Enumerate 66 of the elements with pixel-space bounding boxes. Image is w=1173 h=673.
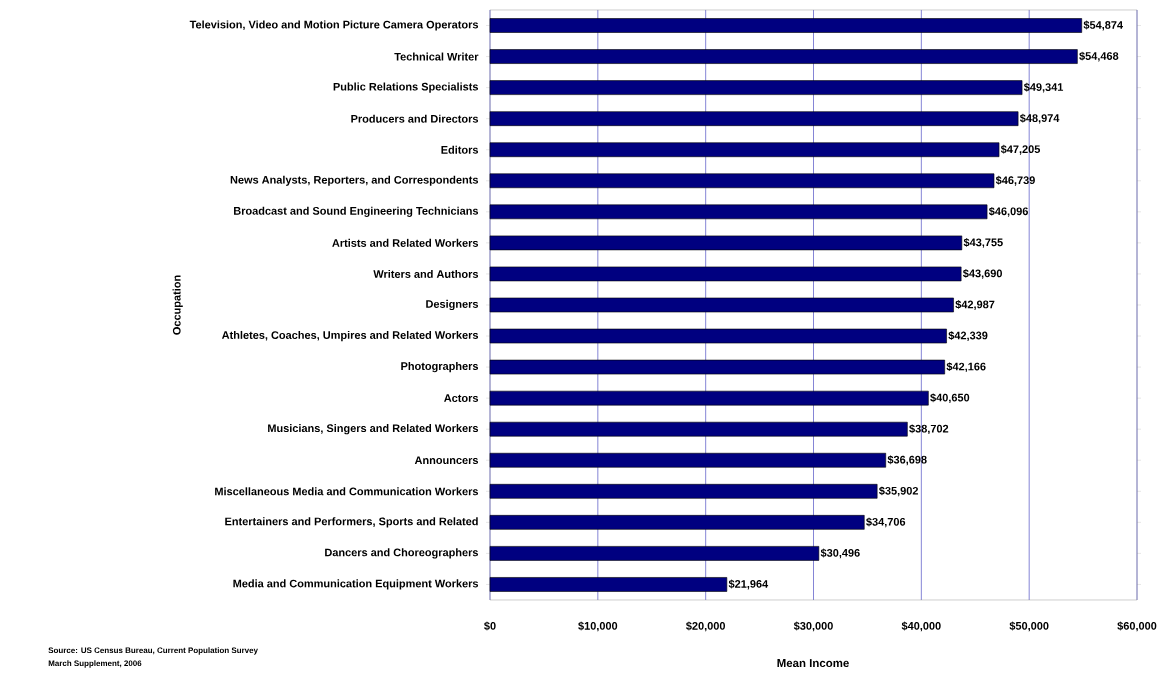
y-tick-label: Musicians, Singers and Related Workers	[268, 424, 479, 435]
y-tick-label: Actors	[444, 394, 479, 402]
bar	[489, 49, 1078, 64]
bar	[489, 142, 1000, 158]
data-label: $46,096	[988, 206, 1028, 217]
data-label: $48,974	[1019, 113, 1060, 124]
y-tick-label: Media and Communication Equipment Workers	[233, 579, 479, 590]
bar	[489, 421, 908, 437]
bar	[489, 80, 1023, 95]
bar	[489, 173, 995, 189]
y-tick-label: Dancers and Choreographers	[325, 548, 479, 559]
bar	[489, 204, 988, 220]
data-label: $47,205	[1000, 144, 1041, 155]
bar	[489, 328, 947, 344]
data-label: $43,755	[963, 237, 1003, 248]
y-tick-label: Producers and Directors	[351, 114, 479, 123]
data-label: $43,690	[962, 269, 1002, 279]
data-label: $35,902	[878, 486, 919, 497]
y-tick-label: Public Relations Specialists	[333, 82, 479, 93]
y-axis-title: Occupation	[172, 275, 183, 335]
y-tick-label: News Analysts, Reporters, and Correspondents	[230, 175, 479, 186]
x-tick-label: $40,000	[901, 621, 941, 632]
bar	[489, 546, 820, 561]
y-tick-label: Miscellaneous Media and Communication Workers	[215, 487, 479, 496]
x-tick-label: $0	[484, 621, 496, 631]
data-label: $21,964	[728, 579, 769, 590]
data-label: $49,341	[1023, 82, 1064, 93]
data-label: $30,496	[820, 548, 860, 559]
x-tick-label: $30,000	[793, 621, 833, 632]
bar	[489, 297, 954, 313]
x-tick-label: $60,000	[1117, 621, 1157, 632]
y-tick-label: Entertainers and Performers, Sports and Related	[225, 517, 478, 528]
y-tick-label: Writers and Authors	[373, 269, 479, 278]
data-label: $42,987	[955, 300, 995, 310]
data-label: $54,874	[1083, 20, 1123, 31]
y-tick-label: Designers	[426, 299, 479, 311]
y-tick-label: Photographers	[401, 361, 479, 373]
bar	[489, 18, 1083, 33]
y-tick-label: Announcers	[414, 456, 479, 465]
data-label: $54,468	[1079, 51, 1119, 62]
x-tick-label: $10,000	[578, 621, 618, 632]
y-tick-label: Technical Writer	[394, 52, 479, 61]
x-tick-label: $20,000	[686, 621, 726, 632]
data-label: $46,739	[995, 175, 1035, 186]
data-label: $34,706	[866, 517, 906, 528]
bar	[489, 266, 962, 282]
bar	[489, 359, 945, 375]
bar	[489, 390, 929, 406]
data-label: $42,166	[946, 362, 986, 373]
bar	[489, 235, 963, 251]
data-label: $38,702	[909, 424, 949, 435]
y-tick-label: Television, Video and Motion Picture Camera Operators	[189, 20, 479, 31]
bar	[489, 111, 1019, 126]
bar	[489, 484, 878, 499]
y-tick-label: Athletes, Coaches, Umpires and Related Workers	[221, 330, 479, 342]
y-tick-label: Artists and Related Workers	[332, 238, 479, 247]
bar	[489, 515, 865, 530]
bar	[489, 452, 887, 468]
data-label: $42,339	[948, 331, 988, 341]
y-tick-label: Broadcast and Sound Engineering Technicians	[234, 206, 479, 217]
bar	[489, 577, 728, 592]
y-tick-label: Editors	[441, 145, 479, 154]
x-tick-label: $50,000	[1009, 621, 1049, 632]
data-label: $36,698	[887, 455, 927, 466]
data-label: $40,650	[930, 393, 970, 404]
x-axis-title: Mean Income	[777, 659, 849, 668]
